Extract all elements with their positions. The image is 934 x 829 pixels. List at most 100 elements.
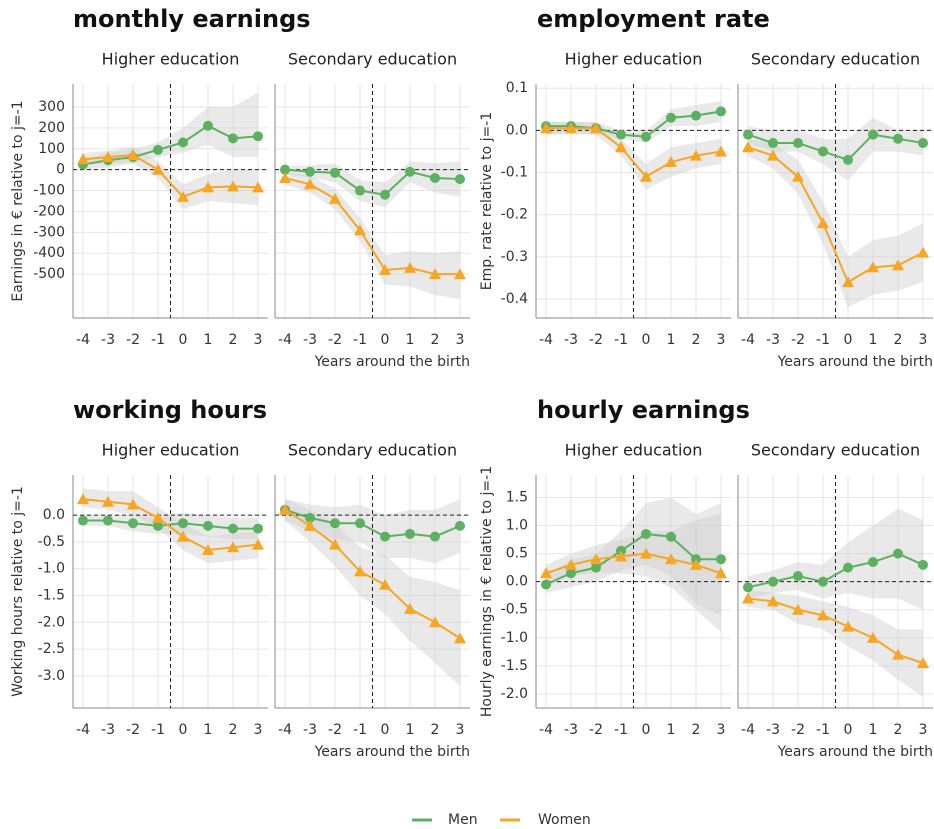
x-tick-label: 1 [406,332,415,348]
y-axis-label: Working hours relative to j=-1 [10,486,26,697]
marker [127,149,139,161]
x-tick-label: -3 [303,722,317,738]
confidence-band [285,171,460,300]
marker [540,567,552,579]
marker [430,173,440,184]
x-tick-label: 2 [894,332,903,348]
marker [867,261,879,273]
y-axis-label: Emp. rate relative to j=-1 [479,112,495,291]
y-tick-label: -300 [33,224,65,240]
y-tick-label: 0.0 [506,122,528,138]
marker [429,268,441,280]
x-tick-label: 0 [642,722,651,738]
marker [666,112,676,123]
series-line [747,597,924,665]
x-tick-label: 3 [717,722,726,738]
x-tick-label: -1 [151,332,165,348]
y-tick-label: 1.5 [506,489,528,505]
y-tick-label: -1.5 [38,588,65,604]
x-tick-label: -1 [614,722,628,738]
marker [178,137,188,148]
marker [640,547,652,559]
marker [228,523,238,534]
facet-title: Higher education [565,441,703,460]
marker [843,562,853,573]
marker [202,543,214,555]
confidence-band [748,590,923,697]
marker [565,558,577,570]
x-tick-label: 0 [381,722,390,738]
facet-title: Higher education [102,50,240,69]
marker [867,631,879,643]
marker [430,531,440,542]
marker [379,578,391,590]
marker [177,530,189,542]
x-tick-label: -2 [126,332,140,348]
marker [792,603,804,615]
x-tick-label: 1 [204,332,213,348]
marker [767,595,779,607]
marker [893,548,903,559]
y-tick-label: -500 [33,266,65,282]
marker [380,189,390,200]
x-tick-label: 3 [456,332,465,348]
marker [355,185,365,196]
marker [892,648,904,660]
y-tick-label: 0.0 [43,507,65,523]
x-tick-label: -4 [539,332,553,348]
facet-title: Higher education [102,441,240,460]
y-tick-label: -100 [33,183,65,199]
y-axis-label: Hourly earnings in € relative to j=-1 [479,466,495,717]
x-tick-label: -3 [564,332,578,348]
marker [455,520,465,531]
marker [330,518,340,529]
confidence-band [748,138,923,308]
marker [203,120,213,131]
x-tick-label: 0 [179,722,188,738]
marker [591,562,601,573]
y-tick-label: -400 [33,245,65,261]
marker [690,149,702,161]
marker [540,122,552,134]
marker [103,515,113,526]
y-tick-label: 0.0 [506,574,528,590]
facet-title: Secondary education [751,441,920,460]
marker [665,156,677,167]
marker [304,178,316,190]
x-tick-label: -1 [816,722,830,738]
y-tick-label: -0.2 [501,207,528,223]
marker [640,170,652,182]
x-tick-label: -3 [303,332,317,348]
y-tick-label: 0 [56,162,65,178]
x-tick-label: -3 [564,722,578,738]
marker [817,217,829,229]
marker [917,657,929,669]
x-tick-label: -4 [278,332,292,348]
marker [227,541,239,553]
x-tick-label: -2 [791,722,805,738]
x-tick-label: -2 [589,332,603,348]
marker [868,129,878,140]
x-tick-label: 0 [179,332,188,348]
x-tick-label: 3 [254,722,263,738]
y-tick-label: -3.0 [38,668,65,684]
marker [354,224,366,236]
x-tick-label: 0 [642,332,651,348]
x-axis-label: Years around the birth [314,354,470,370]
x-tick-label: -3 [766,332,780,348]
marker [329,192,341,204]
facet-title: Secondary education [751,50,920,69]
marker [793,571,803,582]
x-tick-label: -1 [151,722,165,738]
marker [918,559,928,570]
marker [127,498,139,510]
x-tick-label: -2 [328,722,342,738]
x-tick-label: -4 [278,722,292,738]
marker [279,503,291,515]
x-tick-label: 3 [254,332,263,348]
marker [77,153,89,165]
marker [354,565,366,577]
marker [355,518,365,529]
marker [641,528,651,539]
x-tick-label: -3 [101,332,115,348]
